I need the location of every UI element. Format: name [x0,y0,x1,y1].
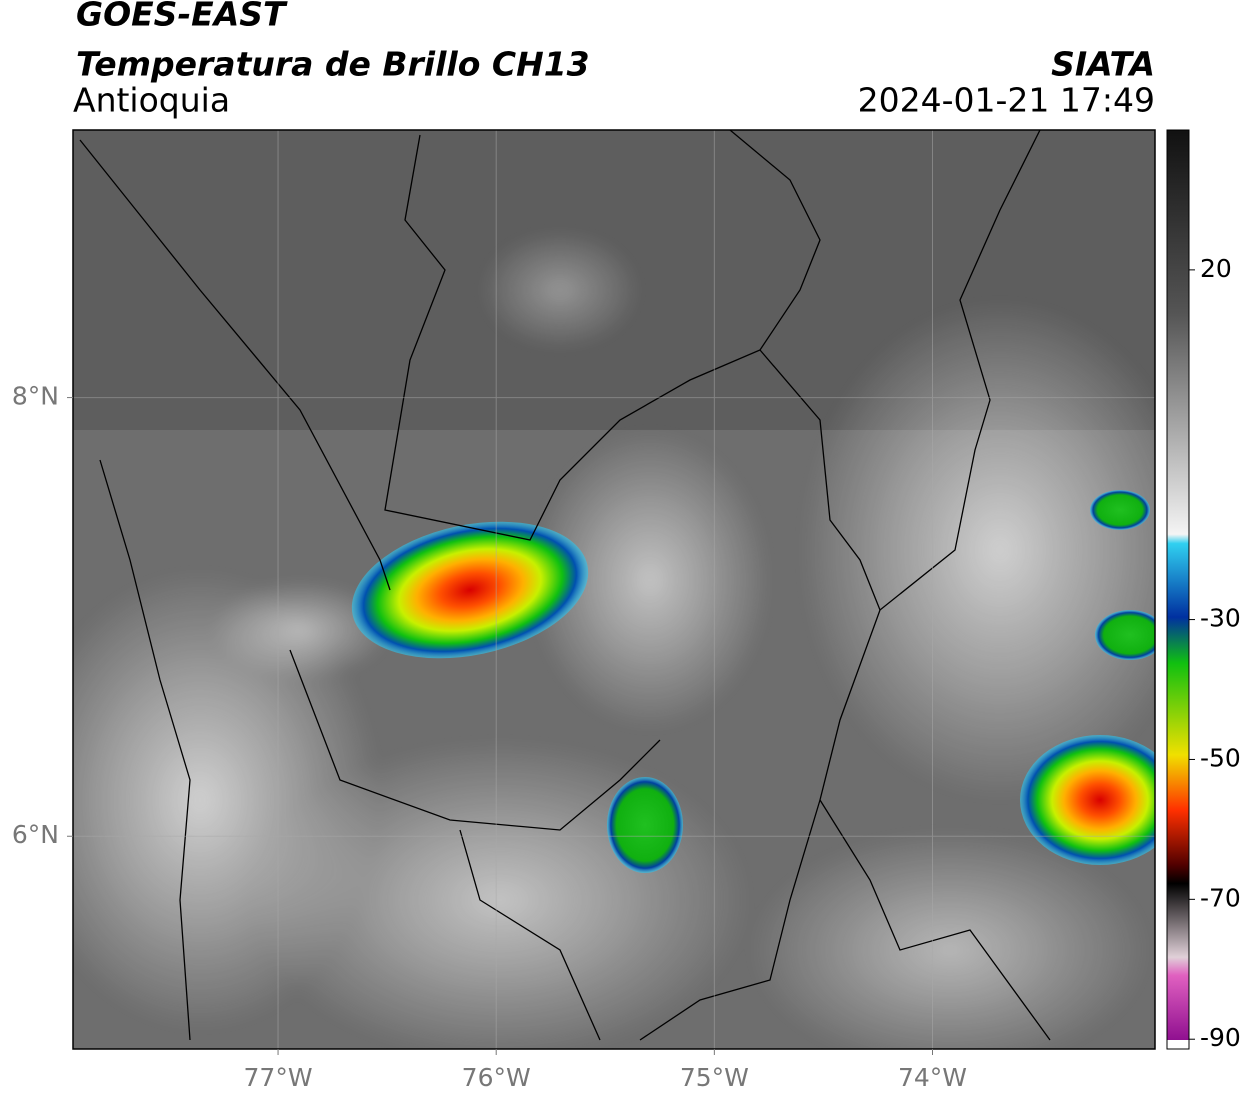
colorbar-tick-label: -30 [1200,604,1241,633]
lon-tick-label: 77°W [244,1063,313,1092]
lon-tick-label: 75°W [680,1063,749,1092]
subtitle: Temperatura de Brillo CH13 [76,45,590,84]
lat-tick-label: 6°N [12,820,59,849]
region: Antioquia [73,81,230,120]
colorbar-tick-label: -50 [1200,743,1241,772]
lat-tick-label: 8°N [12,382,59,411]
colorbar-tick-label: -90 [1200,1023,1241,1052]
title: GOES-EAST [76,0,288,34]
colorbar-tick-label: -70 [1200,883,1241,912]
lon-tick-label: 74°W [898,1063,967,1092]
colorbar-tick-label: 20 [1200,254,1232,283]
lon-tick-label: 76°W [462,1063,531,1092]
source: SIATA [1051,45,1155,84]
datetime: 2024-01-21 17:49 [858,81,1155,120]
satellite-image [73,130,1155,1049]
map-frame [72,129,1156,1050]
colorbar [1166,129,1190,1050]
